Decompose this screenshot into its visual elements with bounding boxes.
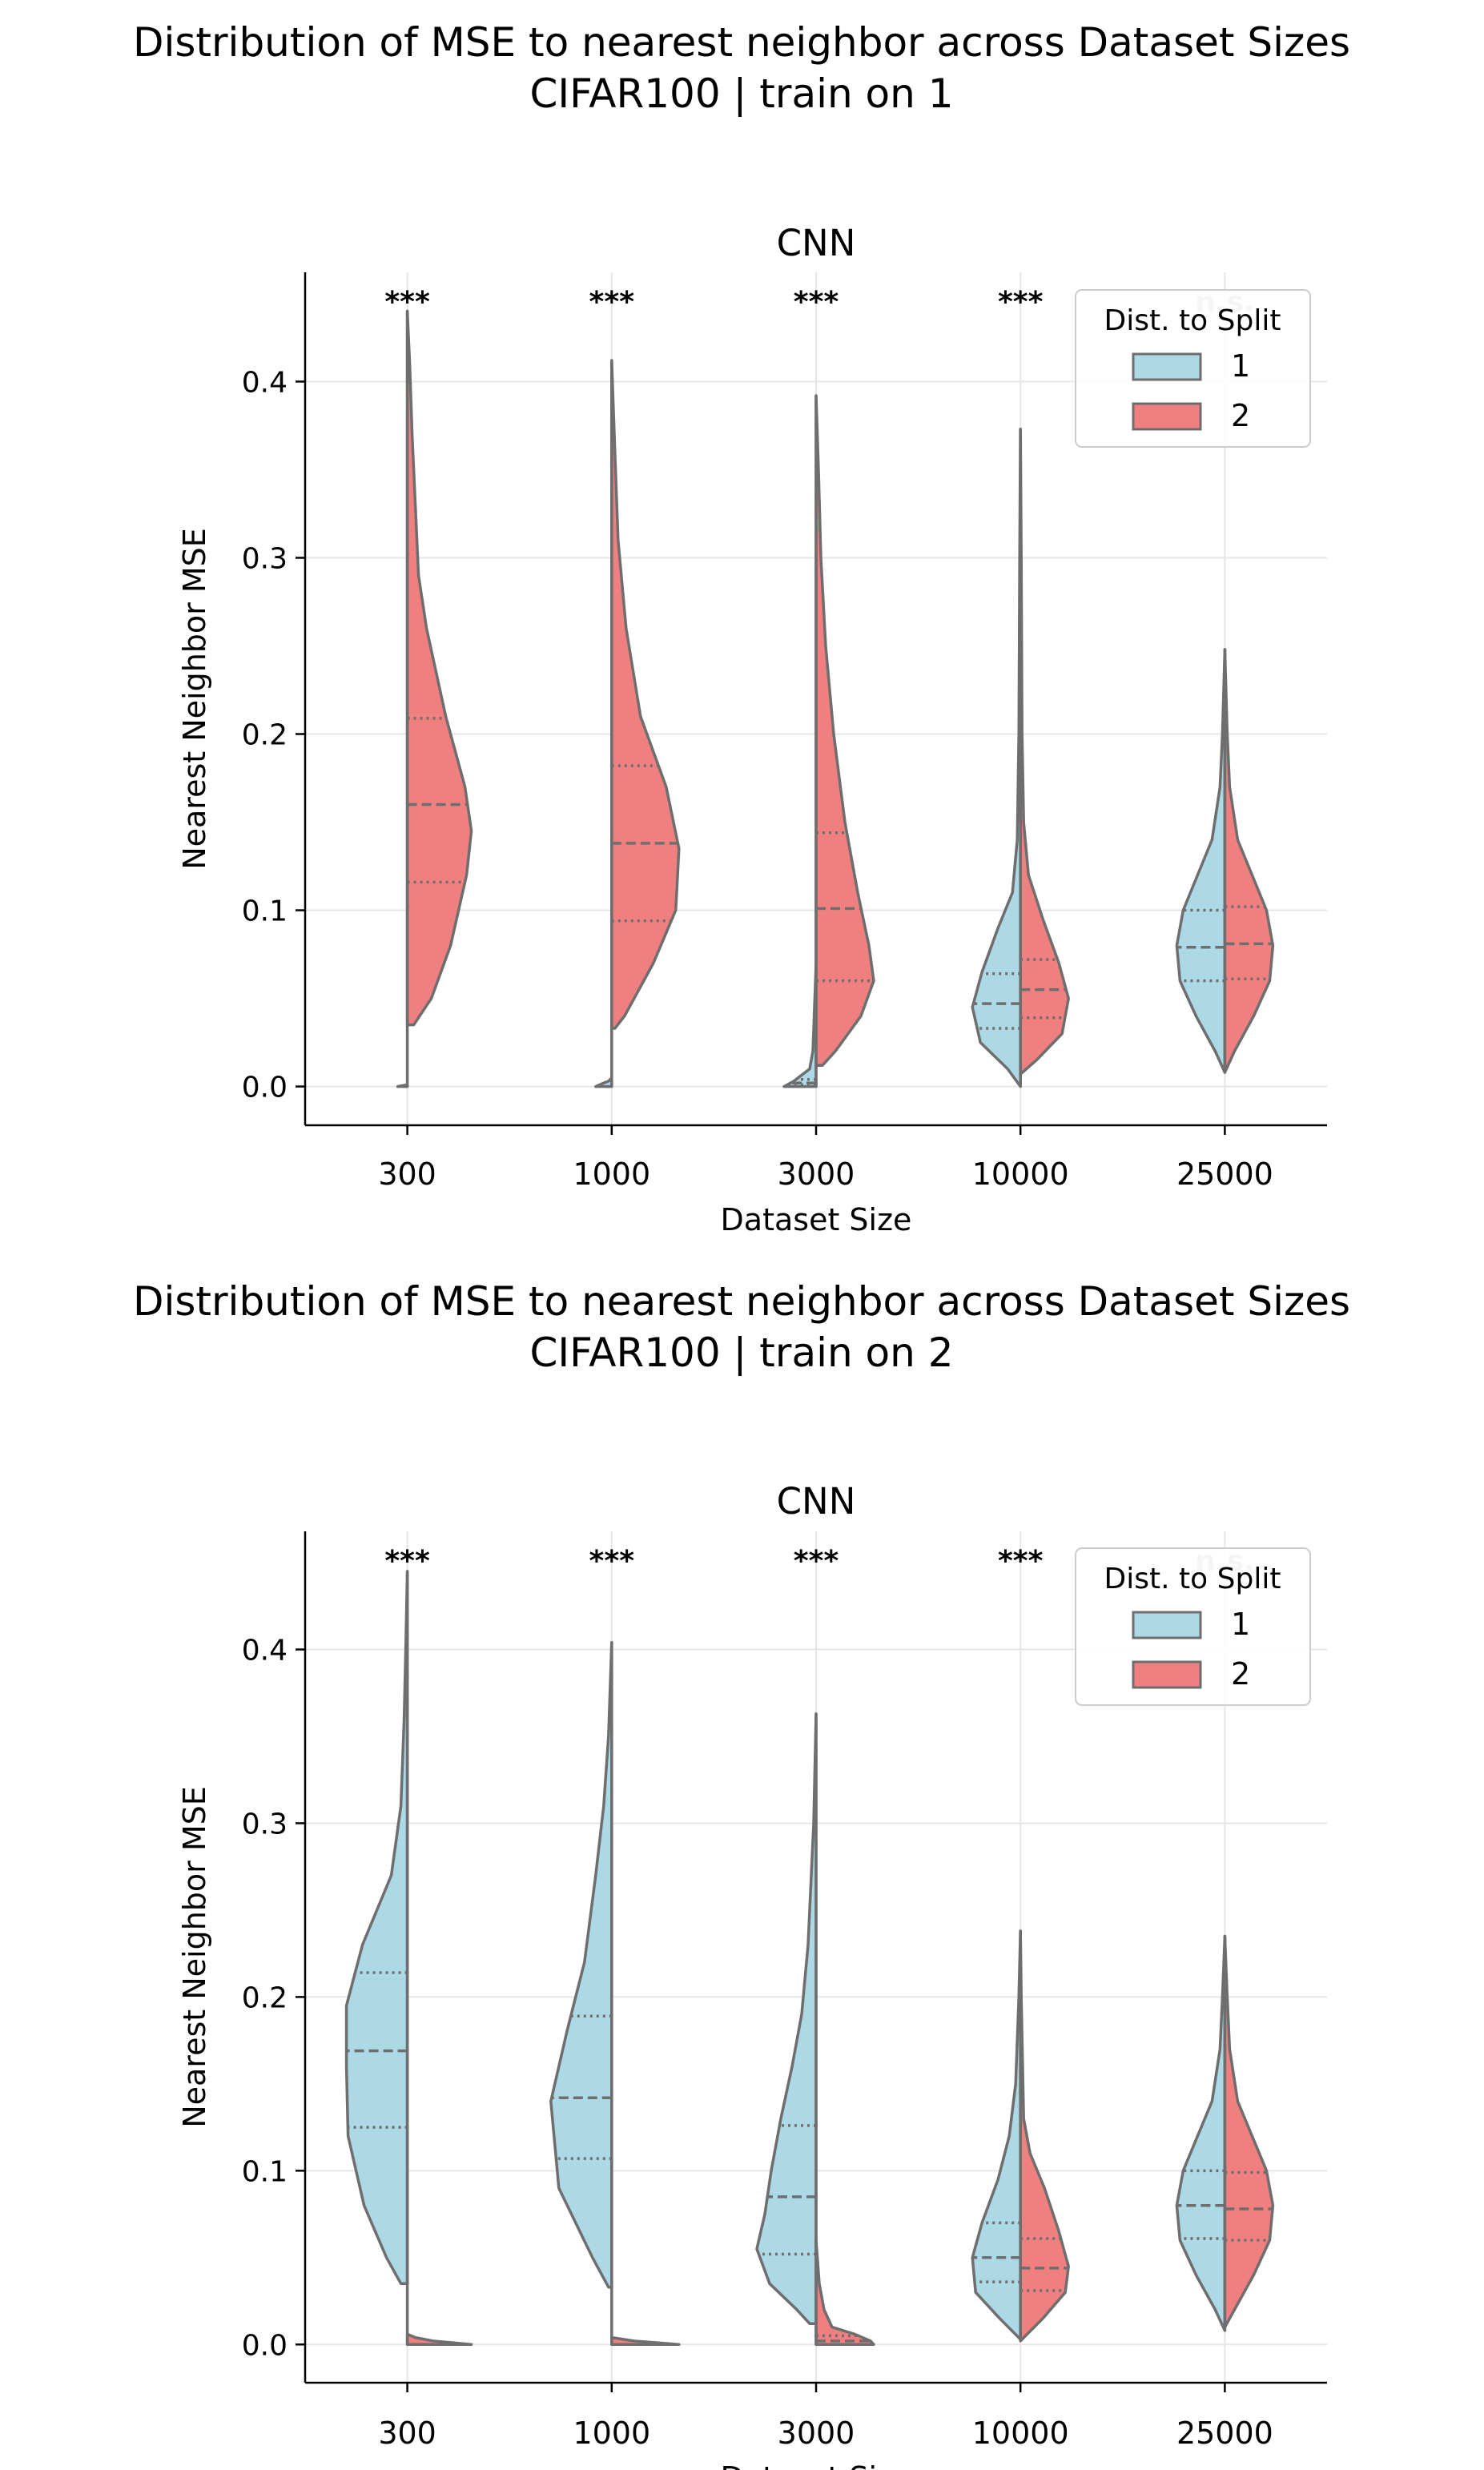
- violin-half-split-2: [814, 2239, 875, 2347]
- violins: [396, 309, 1275, 1088]
- significance-label: ***: [384, 1545, 430, 1578]
- legend-swatch-1: [1132, 1611, 1202, 1639]
- legend: Dist. to Split 1 2: [1075, 289, 1311, 448]
- y-tick-label: 0.1: [242, 2155, 288, 2188]
- violin-half-split-1: [971, 1929, 1022, 2341]
- x-tick-label: 10000: [972, 1157, 1069, 1192]
- chart-suptitle: Distribution of MSE to nearest neighbor …: [133, 1278, 1350, 1325]
- violin-3000: [782, 394, 875, 1088]
- x-tick-label: 1000: [573, 2416, 650, 2451]
- violins: [344, 1570, 1275, 2347]
- x-tick-label: 25000: [1176, 1157, 1273, 1192]
- chart-title: CNN: [777, 222, 856, 264]
- x-tick-label: 10000: [972, 2416, 1069, 2451]
- violin-3000: [755, 1712, 875, 2347]
- chart-subtitle: CIFAR100 | train on 1: [529, 70, 953, 117]
- x-tick-label: 300: [378, 2416, 436, 2451]
- significance-label: ***: [589, 1545, 635, 1578]
- violin-1000: [594, 359, 681, 1088]
- y-tick-label: 0.2: [242, 1981, 288, 2014]
- violin-25000: [1175, 1934, 1275, 2332]
- y-tick-label: 0.0: [242, 1072, 288, 1104]
- legend: Dist. to Split 1 2: [1075, 1547, 1311, 1706]
- violin-half-split-1: [782, 961, 818, 1088]
- violin-10000: [971, 1929, 1070, 2343]
- violin-half-split-2: [610, 2335, 681, 2347]
- violin-half-split-1: [1175, 648, 1227, 1074]
- violin-half-split-1: [594, 1076, 613, 1088]
- violin-half-split-2: [1019, 1929, 1070, 2343]
- legend-title: Dist. to Split: [1104, 1563, 1281, 1595]
- legend-label: 1: [1231, 348, 1250, 384]
- x-tick-label: 3000: [778, 2416, 855, 2451]
- legend-swatch-2: [1132, 1660, 1202, 1689]
- violin-half-split-1: [755, 1712, 818, 2325]
- violin-half-split-2: [405, 309, 473, 1027]
- chart-subtitle: CIFAR100 | train on 2: [529, 1330, 953, 1376]
- violin-half-split-2: [1223, 648, 1275, 1074]
- violin-half-split-2: [814, 394, 875, 1067]
- legend-label: 1: [1231, 1607, 1250, 1642]
- significance-label: ***: [384, 286, 430, 319]
- y-tick-label: 0.4: [242, 1635, 288, 1667]
- y-tick-label: 0.2: [242, 719, 288, 752]
- chart-panel-1: Distribution of MSE to nearest neighbor …: [133, 19, 1350, 1237]
- violin-half-split-1: [549, 1641, 613, 2289]
- chart-panel-2: Distribution of MSE to nearest neighbor …: [133, 1278, 1350, 2470]
- x-axis-label: Dataset Size: [721, 1202, 912, 1237]
- chart-title: CNN: [777, 1480, 856, 1523]
- chart-suptitle: Distribution of MSE to nearest neighbor …: [133, 19, 1350, 66]
- significance-label: ***: [794, 1545, 839, 1578]
- y-tick-label: 0.3: [242, 542, 288, 575]
- legend-title: Dist. to Split: [1104, 304, 1281, 337]
- x-tick-label: 25000: [1176, 2416, 1273, 2451]
- violin-half-split-2: [610, 359, 681, 1030]
- violin-half-split-2: [405, 2332, 473, 2347]
- violin-half-split-1: [971, 428, 1022, 1088]
- violin-half-split-2: [1019, 428, 1070, 1076]
- significance-label: ***: [794, 286, 839, 319]
- y-axis-label: Nearest Neighbor MSE: [177, 1786, 212, 2128]
- y-axis-label: Nearest Neighbor MSE: [177, 528, 212, 870]
- violin-half-split-1: [396, 1083, 409, 1088]
- x-tick-label: 300: [378, 1157, 436, 1192]
- violin-1000: [549, 1641, 681, 2347]
- legend-swatch-1: [1132, 352, 1202, 381]
- legend-label: 2: [1231, 1656, 1250, 1692]
- x-tick-label: 3000: [778, 1157, 855, 1192]
- violin-10000: [971, 428, 1070, 1088]
- violin-300: [344, 1570, 473, 2347]
- legend-swatch-2: [1132, 402, 1202, 431]
- y-tick-label: 0.3: [242, 1808, 288, 1840]
- x-tick-label: 1000: [573, 1157, 650, 1192]
- violin-half-split-2: [1223, 1934, 1275, 2329]
- violin-half-split-1: [1175, 1934, 1227, 2332]
- significance-label: ***: [589, 286, 635, 319]
- x-axis-label: Dataset Size: [721, 2460, 912, 2470]
- violin-half-split-1: [344, 1570, 409, 2286]
- violin-25000: [1175, 648, 1275, 1074]
- violin-300: [396, 309, 473, 1088]
- significance-label: ***: [998, 1545, 1044, 1578]
- legend-label: 2: [1231, 398, 1250, 433]
- y-tick-label: 0.4: [242, 366, 288, 399]
- y-tick-label: 0.1: [242, 895, 288, 928]
- significance-label: ***: [998, 286, 1044, 319]
- y-tick-label: 0.0: [242, 2329, 288, 2362]
